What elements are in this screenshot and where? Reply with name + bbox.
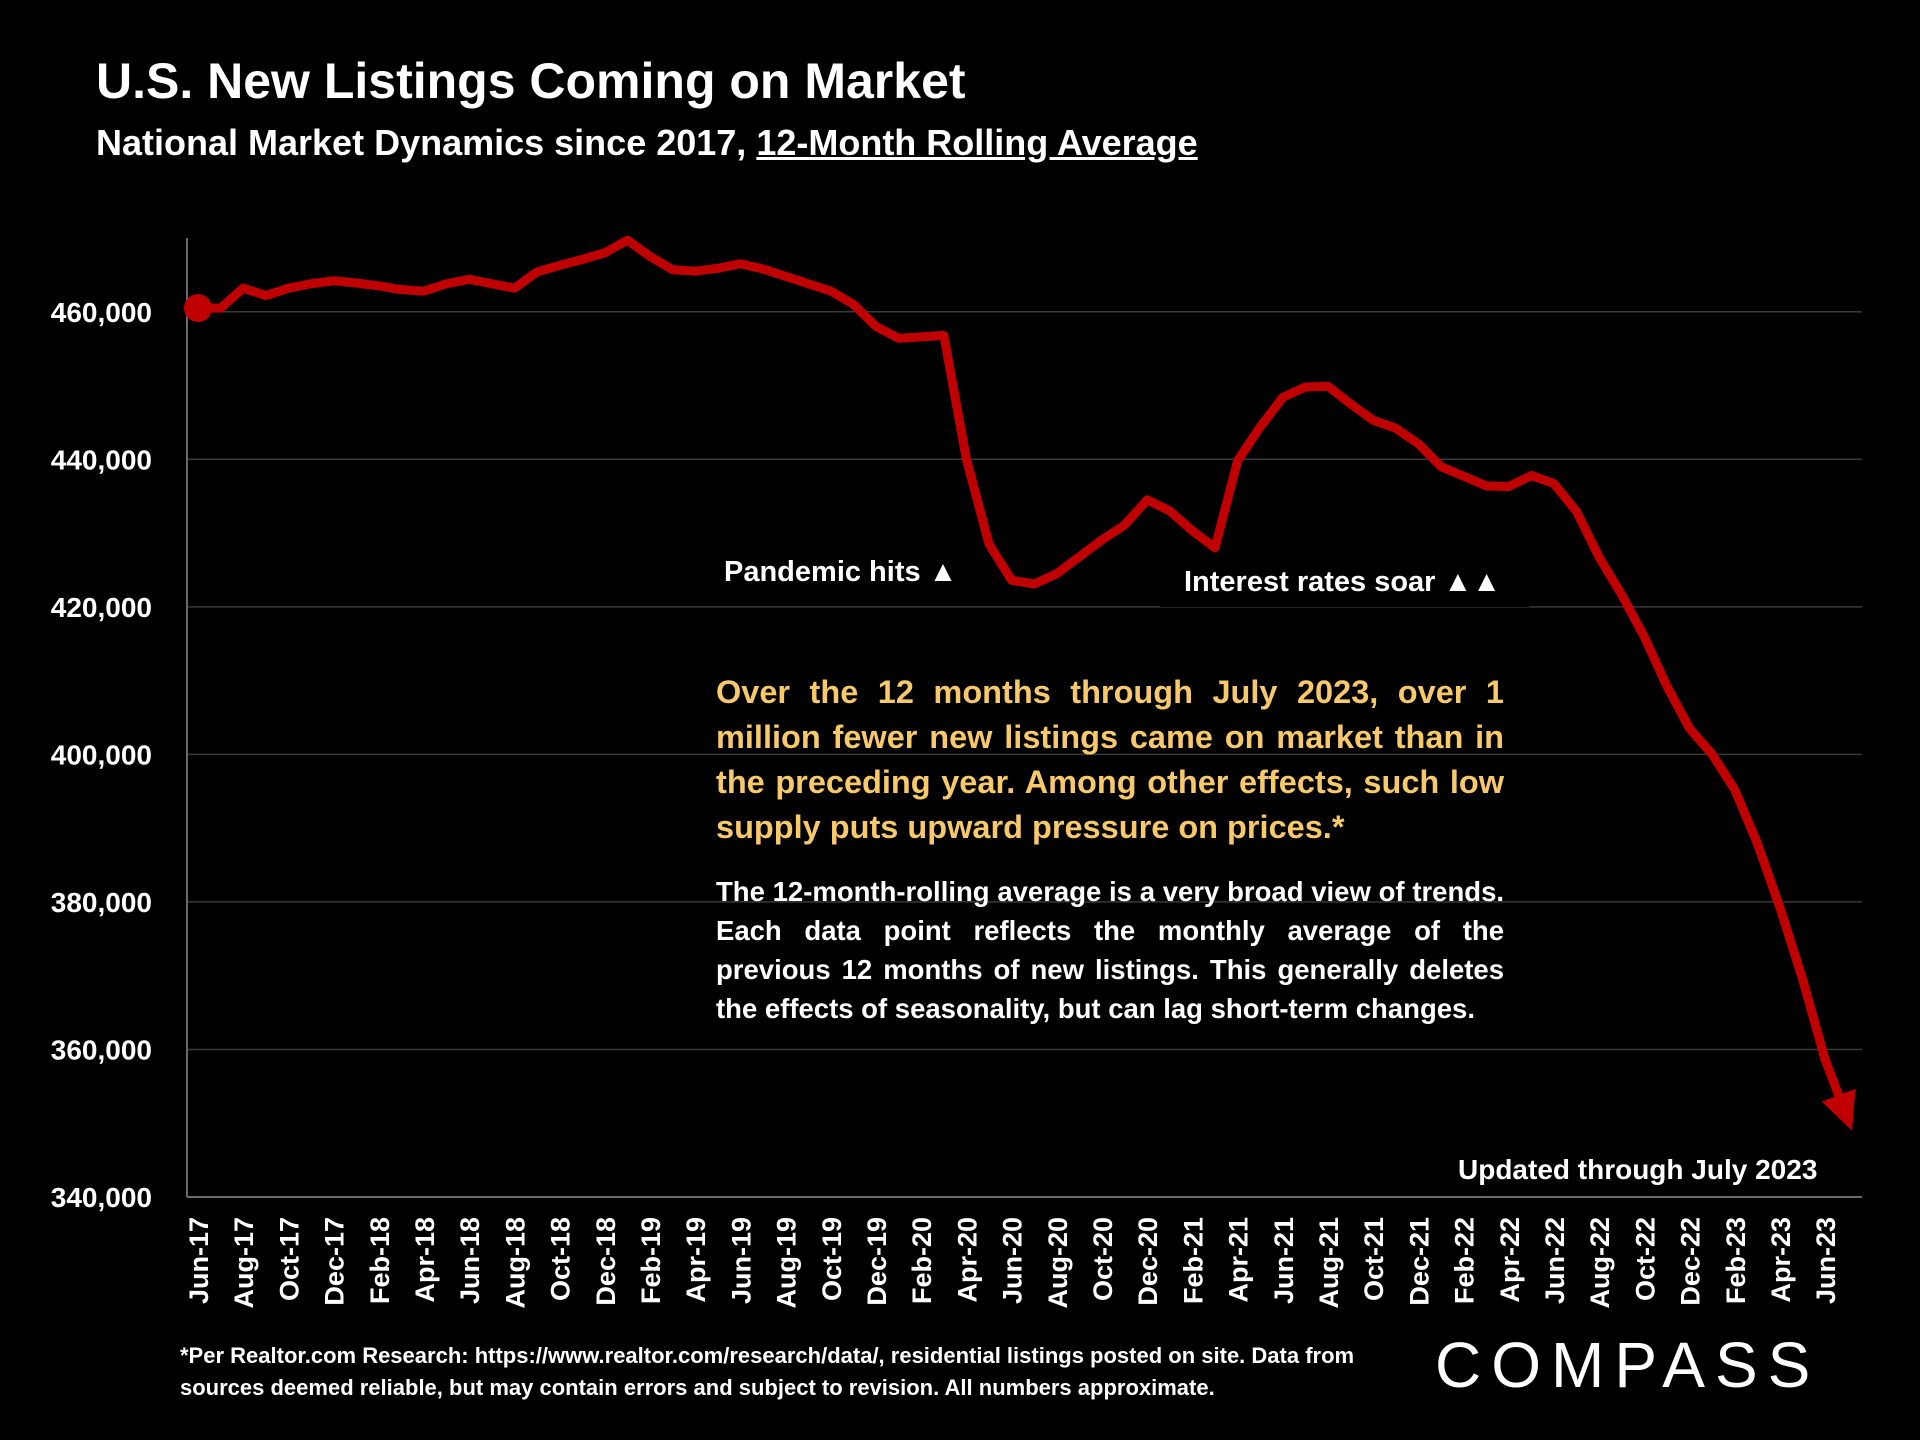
- x-tick-label: Jun-23: [1811, 1217, 1841, 1304]
- x-tick-label: Oct-18: [546, 1217, 576, 1301]
- y-tick-label: 380,000: [51, 887, 152, 918]
- series-layer: [184, 235, 1856, 1131]
- x-tick-label: Jun-22: [1540, 1217, 1570, 1304]
- x-tick-label: Feb-19: [636, 1217, 666, 1304]
- x-tick-label: Feb-20: [907, 1217, 937, 1304]
- updated-label: Updated through July 2023: [1458, 1154, 1818, 1185]
- x-tick-label: Aug-21: [1314, 1217, 1344, 1309]
- x-tick-label: Oct-21: [1359, 1217, 1389, 1301]
- chart-subtitle: National Market Dynamics since 2017, 12-…: [96, 122, 1198, 164]
- subtitle-underlined: 12-Month Rolling Average: [756, 122, 1198, 163]
- chart-title: U.S. New Listings Coming on Market: [96, 53, 966, 109]
- x-tick-label: Aug-17: [229, 1217, 259, 1309]
- x-tick-label: Apr-21: [1224, 1217, 1254, 1303]
- x-tick-label: Jun-21: [1269, 1217, 1299, 1304]
- x-tick-label: Dec-22: [1676, 1217, 1706, 1306]
- methodology-note: The 12-month-rolling average is a very b…: [716, 876, 1504, 1024]
- x-tick-label: Jun-19: [726, 1217, 756, 1304]
- x-tick-label: Jun-17: [184, 1217, 214, 1304]
- x-tick-label: Oct-17: [274, 1217, 304, 1301]
- y-tick-label: 440,000: [51, 444, 152, 475]
- x-tick-label: Oct-20: [1088, 1217, 1118, 1301]
- pandemic-annotation: Pandemic hits ▲: [718, 556, 964, 589]
- x-tick-label: Jun-18: [455, 1217, 485, 1304]
- subtitle-prefix: National Market Dynamics since 2017,: [96, 122, 757, 163]
- x-tick-label: Aug-18: [500, 1217, 530, 1309]
- x-tick-label: Feb-22: [1450, 1217, 1480, 1304]
- series-start-marker: [184, 294, 212, 323]
- x-tick-label: Aug-22: [1585, 1217, 1615, 1309]
- x-tick-label: Dec-19: [862, 1217, 892, 1306]
- x-tick-label: Apr-22: [1495, 1217, 1525, 1303]
- x-tick-label: Dec-18: [591, 1217, 621, 1306]
- x-tick-label: Feb-21: [1178, 1217, 1208, 1304]
- x-tick-label: Aug-19: [772, 1217, 802, 1309]
- x-tick-label: Dec-21: [1404, 1217, 1434, 1306]
- x-tick-label: Oct-22: [1630, 1217, 1660, 1301]
- x-tick-label: Feb-18: [365, 1217, 395, 1304]
- y-tick-label: 400,000: [51, 739, 152, 770]
- x-tick-label: Oct-19: [817, 1217, 847, 1301]
- y-tick-labels: 340,000 360,000 380,000 400,000 420,000 440,0…: [51, 297, 152, 1213]
- series-end-arrow: [1821, 1088, 1856, 1131]
- y-tick-label: 360,000: [51, 1034, 152, 1065]
- series-line: [193, 235, 1845, 1104]
- compass-logo: COMPASS: [1435, 1329, 1821, 1401]
- interest-rates-annotation: Interest rates soar ▲▲: [1160, 566, 1529, 607]
- x-tick-label: Apr-23: [1766, 1217, 1796, 1303]
- y-tick-label: 340,000: [51, 1182, 152, 1213]
- y-tick-label: 460,000: [51, 297, 152, 328]
- x-tick-label: Dec-20: [1133, 1217, 1163, 1306]
- x-tick-labels: Jun-17 Aug-17 Oct-17 Dec-17 Feb-18 Apr-18 Jun-…: [184, 1217, 1841, 1309]
- x-tick-label: Jun-20: [998, 1217, 1028, 1304]
- x-tick-label: Apr-20: [952, 1217, 982, 1303]
- highlight-callout: Over the 12 months through July 2023, ov…: [716, 674, 1504, 845]
- y-tick-label: 420,000: [51, 592, 152, 623]
- x-tick-label: Apr-18: [410, 1217, 440, 1303]
- x-tick-label: Apr-19: [681, 1217, 711, 1303]
- grid-lines: [187, 311, 1862, 1051]
- x-tick-label: Dec-17: [320, 1217, 350, 1306]
- x-tick-label: Aug-20: [1043, 1217, 1073, 1309]
- x-tick-label: Feb-23: [1721, 1217, 1751, 1304]
- source-footnote: *Per Realtor.com Research: https://www.r…: [180, 1343, 1355, 1400]
